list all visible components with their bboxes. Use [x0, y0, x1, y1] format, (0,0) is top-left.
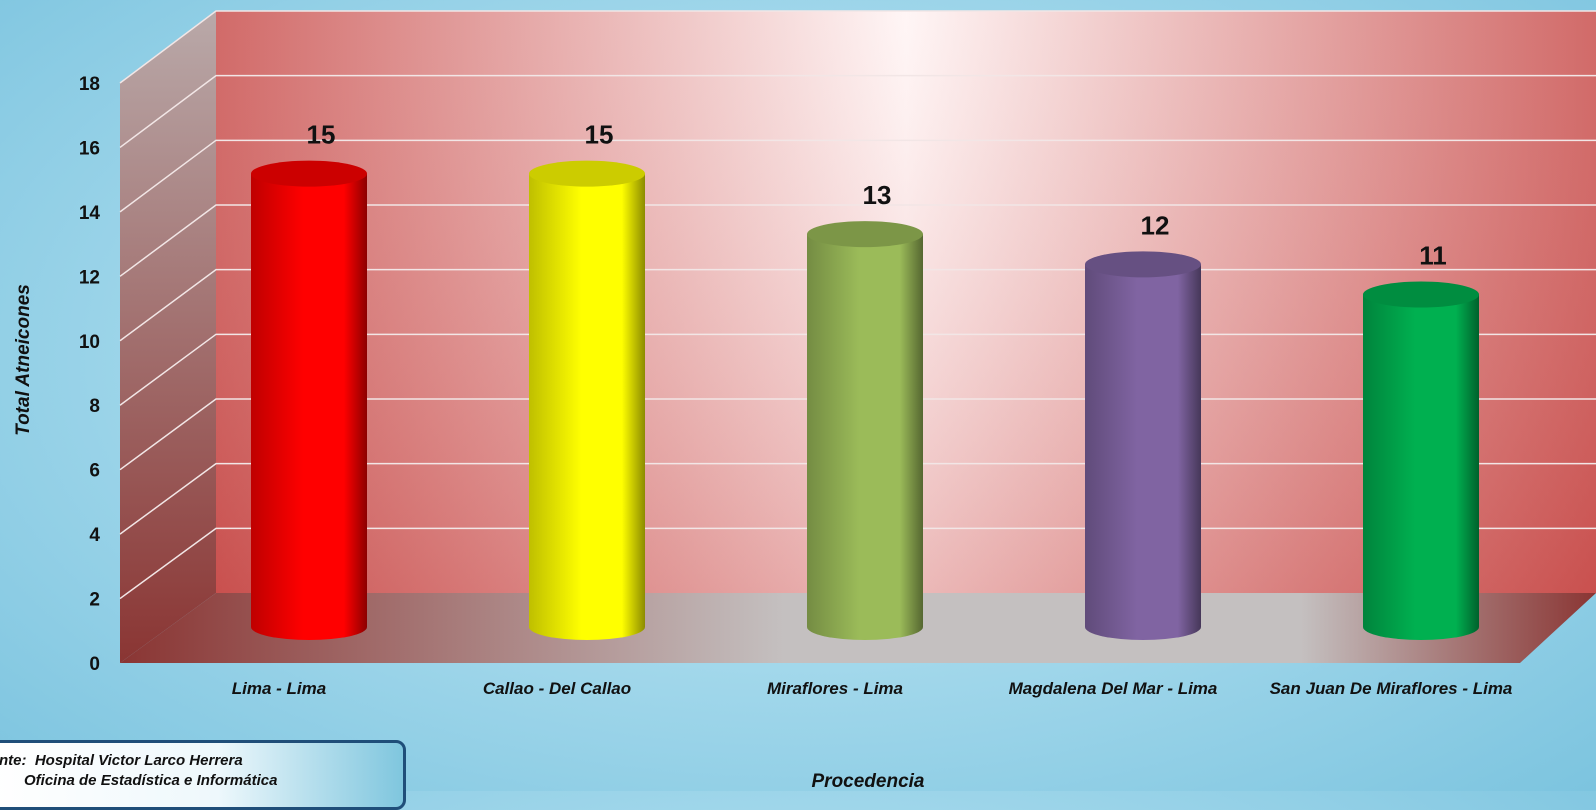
x-tick-label: San Juan De Miraflores - Lima [1270, 679, 1513, 698]
source-note: nte: Hospital Victor Larco Herrera Ofici… [0, 740, 406, 810]
data-label: 12 [1141, 210, 1170, 240]
x-tick-label: Magdalena Del Mar - Lima [1009, 679, 1218, 698]
bar [1085, 251, 1201, 640]
bar-top [251, 160, 367, 187]
x-axis-tick-labels: Lima - Lima Callao - Del Callao Miraflores… [232, 679, 1513, 698]
y-tick-label: 6 [89, 461, 100, 482]
bar-top [1363, 281, 1479, 308]
bar-body [807, 234, 923, 640]
bar-body [1363, 294, 1479, 640]
y-tick-label: 8 [89, 396, 100, 417]
y-tick-label: 4 [89, 525, 100, 546]
bar [1363, 281, 1479, 640]
y-tick-label: 10 [79, 332, 100, 353]
x-tick-label: Lima - Lima [232, 679, 326, 698]
y-tick-label: 16 [79, 138, 100, 159]
gridline [119, 74, 1596, 149]
y-tick-label: 12 [79, 267, 100, 288]
y-axis-title: Total Atneicones [13, 284, 34, 436]
source-line-2: Oficina de Estadística e Informática [0, 772, 278, 789]
bar-chart: 0 2 4 6 8 10 12 14 16 18 Lima - Lima Callao - Del … [13, 10, 1596, 791]
gridline [119, 139, 1596, 213]
bar-body [1085, 264, 1201, 640]
data-label: 13 [863, 180, 892, 210]
side-wall [120, 11, 216, 663]
bar-top [1085, 251, 1201, 278]
bar-body [529, 173, 645, 640]
data-labels: 15 15 13 12 11 [307, 120, 1447, 271]
y-tick-label: 2 [89, 590, 100, 611]
data-label: 11 [1419, 241, 1447, 271]
bar-top [529, 160, 645, 187]
bar-top [807, 221, 923, 248]
y-tick-label: 18 [79, 74, 100, 95]
y-tick-label: 0 [89, 654, 100, 675]
data-label: 15 [307, 120, 336, 150]
x-axis-title: Procedencia [812, 771, 925, 791]
x-tick-label: Miraflores - Lima [767, 679, 903, 698]
data-label: 15 [585, 120, 614, 150]
bar-body [251, 173, 367, 640]
bars [251, 160, 1479, 640]
gridline [119, 10, 1596, 84]
source-line-1: nte: Hospital Victor Larco Herrera [0, 752, 243, 769]
y-axis-ticks: 0 2 4 6 8 10 12 14 16 18 [79, 74, 101, 675]
gridline [119, 204, 1596, 277]
bar [529, 160, 645, 640]
bar [807, 221, 923, 640]
y-tick-label: 14 [79, 203, 101, 224]
bar [251, 160, 367, 640]
x-tick-label: Callao - Del Callao [483, 679, 631, 698]
